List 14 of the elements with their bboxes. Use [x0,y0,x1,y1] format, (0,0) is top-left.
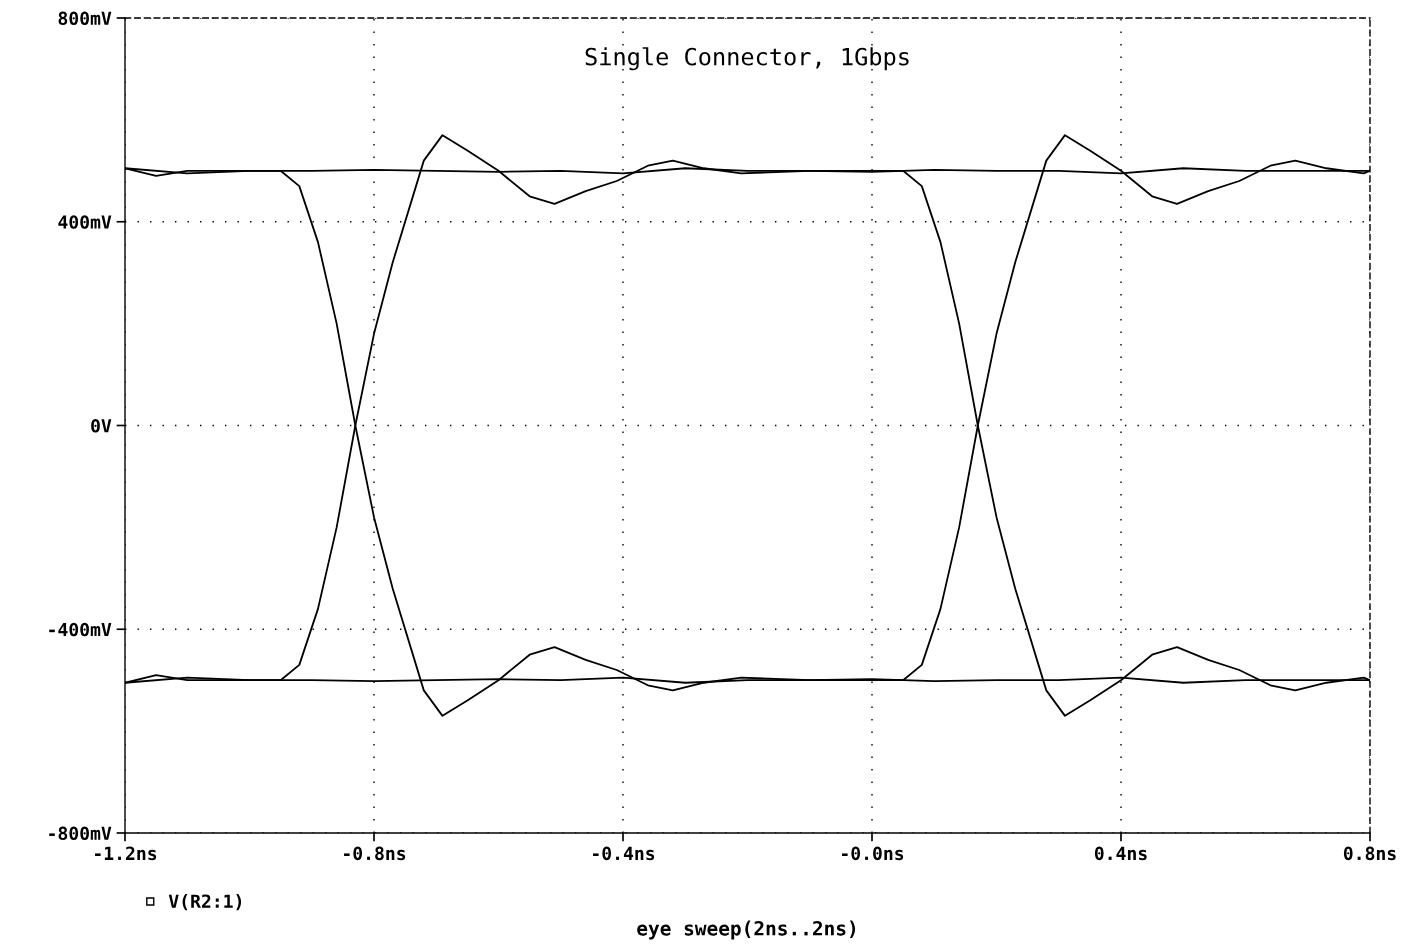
x-tick-label: -0.4ns [593,846,655,861]
x-tick-label: -1.2ns [95,846,157,861]
y-tick-label: 400mV [58,215,112,229]
y-tick-label: -400mV [49,622,112,637]
legend-label: V(R2:1) [168,894,242,911]
x-tick-label: 0.4ns [1094,846,1147,861]
x-tick-label: -0.8ns [344,846,406,861]
y-tick-label: 800mV [58,11,112,26]
y-tick-label: 0V [91,418,112,433]
x-tick-label: -0.0ns [842,846,904,861]
text: Single Connector, 1Gbps [585,47,909,71]
y-tick-label: -800mV [49,826,112,841]
x-axis-title: eye sweep(2ns..2ns) [637,920,856,940]
x-tick-label: 0.8ns [1343,846,1396,861]
